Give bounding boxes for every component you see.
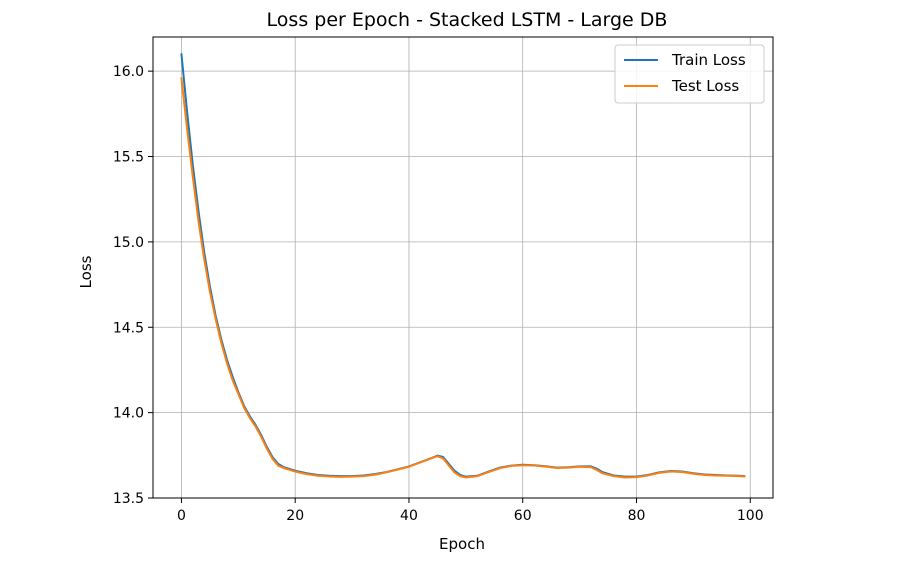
y-tick-label: 14.5 <box>113 320 144 336</box>
y-tick-label: 15.0 <box>113 235 144 251</box>
series-line-test-loss <box>180 76 746 479</box>
legend-entry: Train Loss <box>671 51 746 69</box>
legend-entry: Test Loss <box>671 77 739 95</box>
x-tick-label: 80 <box>628 508 646 524</box>
x-tick-label: 100 <box>737 508 764 524</box>
plot-frame <box>152 36 774 499</box>
y-tick-label: 15.5 <box>113 150 144 166</box>
x-axis-label: Epoch <box>439 535 485 553</box>
y-tick-label: 16.0 <box>113 64 144 80</box>
x-axis: 0 20 40 60 80 100 <box>177 498 764 524</box>
grid <box>153 37 773 499</box>
series-layer <box>180 53 746 479</box>
x-tick-label: 40 <box>400 508 418 524</box>
y-axis-label: Loss <box>77 255 95 288</box>
x-tick-label: 20 <box>286 508 304 524</box>
series-line-train-loss <box>180 53 746 478</box>
y-axis: 13.5 14.0 14.5 15.0 15.5 16.0 <box>113 64 153 507</box>
chart-title: Loss per Epoch - Stacked LSTM - Large DB <box>267 9 668 31</box>
legend: Train Loss Test Loss <box>614 44 765 104</box>
x-tick-label: 0 <box>177 508 186 524</box>
y-tick-label: 14.0 <box>113 406 144 422</box>
x-tick-label: 60 <box>514 508 532 524</box>
y-tick-label: 13.5 <box>113 491 144 507</box>
